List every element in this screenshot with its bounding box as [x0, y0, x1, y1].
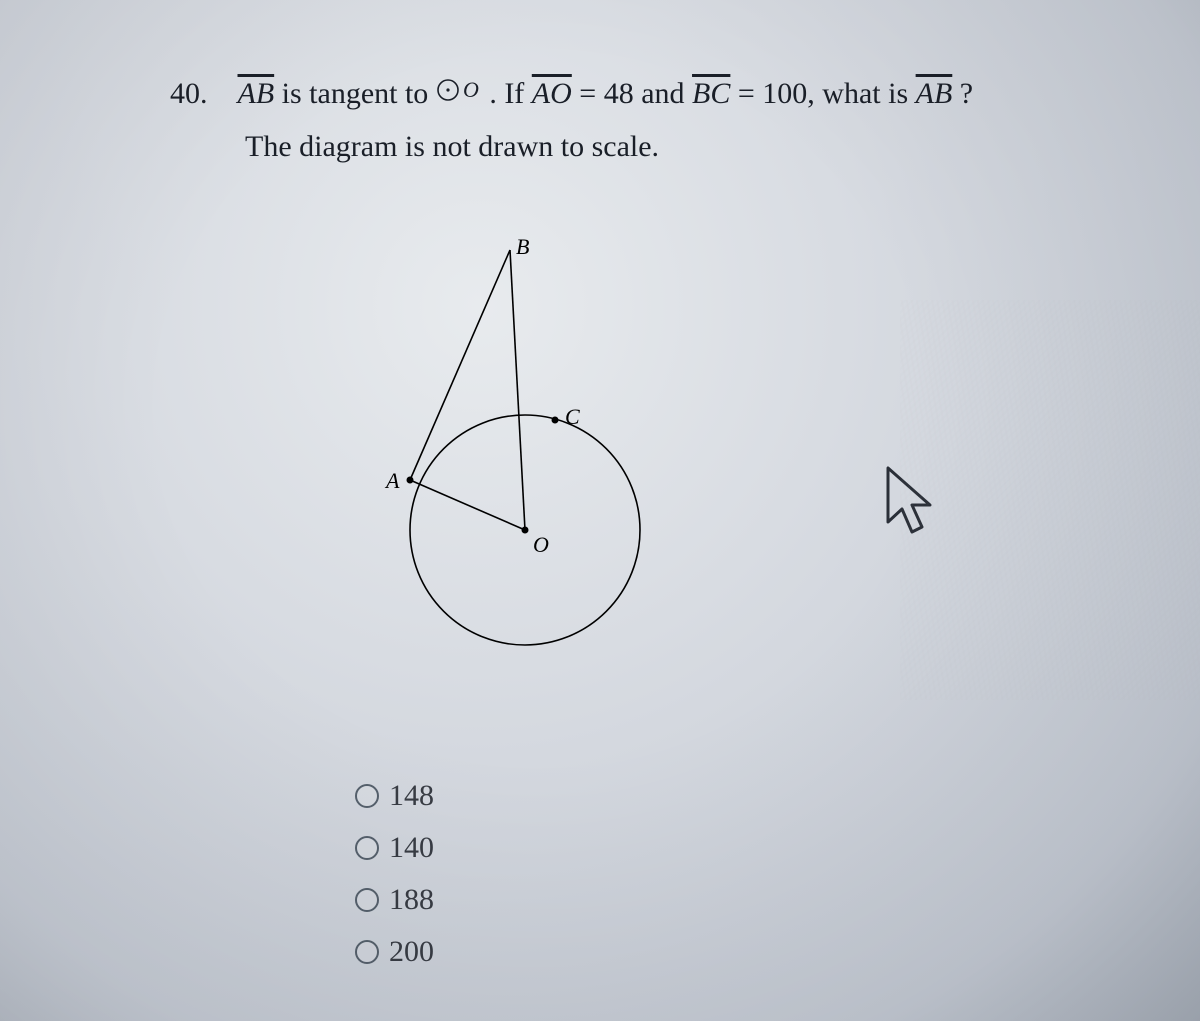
answer-label: 200 — [389, 935, 434, 969]
svg-text:O: O — [533, 532, 549, 557]
answer-option[interactable]: 148 — [355, 770, 434, 822]
text-fragment: = 48 and — [579, 77, 692, 110]
page: 40. AB is tangent to O . If AO = 48 and … — [0, 0, 1200, 1021]
question-number: 40. — [170, 70, 230, 118]
radio-icon[interactable] — [355, 784, 379, 808]
segment-ab: AB — [238, 77, 275, 110]
text-fragment: is tangent to — [282, 77, 436, 110]
segment-ao: AO — [532, 77, 572, 110]
svg-text:B: B — [516, 234, 529, 259]
radio-icon[interactable] — [355, 836, 379, 860]
answer-options: 148 140 188 200 — [355, 770, 434, 978]
svg-text:O: O — [463, 77, 479, 102]
segment-bc: BC — [692, 77, 730, 110]
segment-ab-2: AB — [916, 77, 953, 110]
answer-label: 140 — [389, 831, 434, 865]
svg-text:C: C — [565, 404, 580, 429]
text-fragment: = 100, what is — [738, 77, 916, 110]
answer-option[interactable]: 140 — [355, 822, 434, 874]
text-fragment: . If — [489, 77, 531, 110]
answer-label: 188 — [389, 883, 434, 917]
svg-text:A: A — [384, 468, 400, 493]
answer-label: 148 — [389, 779, 434, 813]
geometry-diagram: B A C O — [330, 230, 690, 670]
radio-icon[interactable] — [355, 940, 379, 964]
answer-option[interactable]: 188 — [355, 874, 434, 926]
radio-icon[interactable] — [355, 888, 379, 912]
answer-option[interactable]: 200 — [355, 926, 434, 978]
question-line-1: 40. AB is tangent to O . If AO = 48 and … — [170, 70, 1160, 120]
question-line-2: The diagram is not drawn to scale. — [245, 130, 659, 164]
text-fragment: ? — [960, 77, 973, 110]
circle-symbol: O — [436, 70, 482, 118]
mouse-cursor-icon — [870, 460, 950, 550]
